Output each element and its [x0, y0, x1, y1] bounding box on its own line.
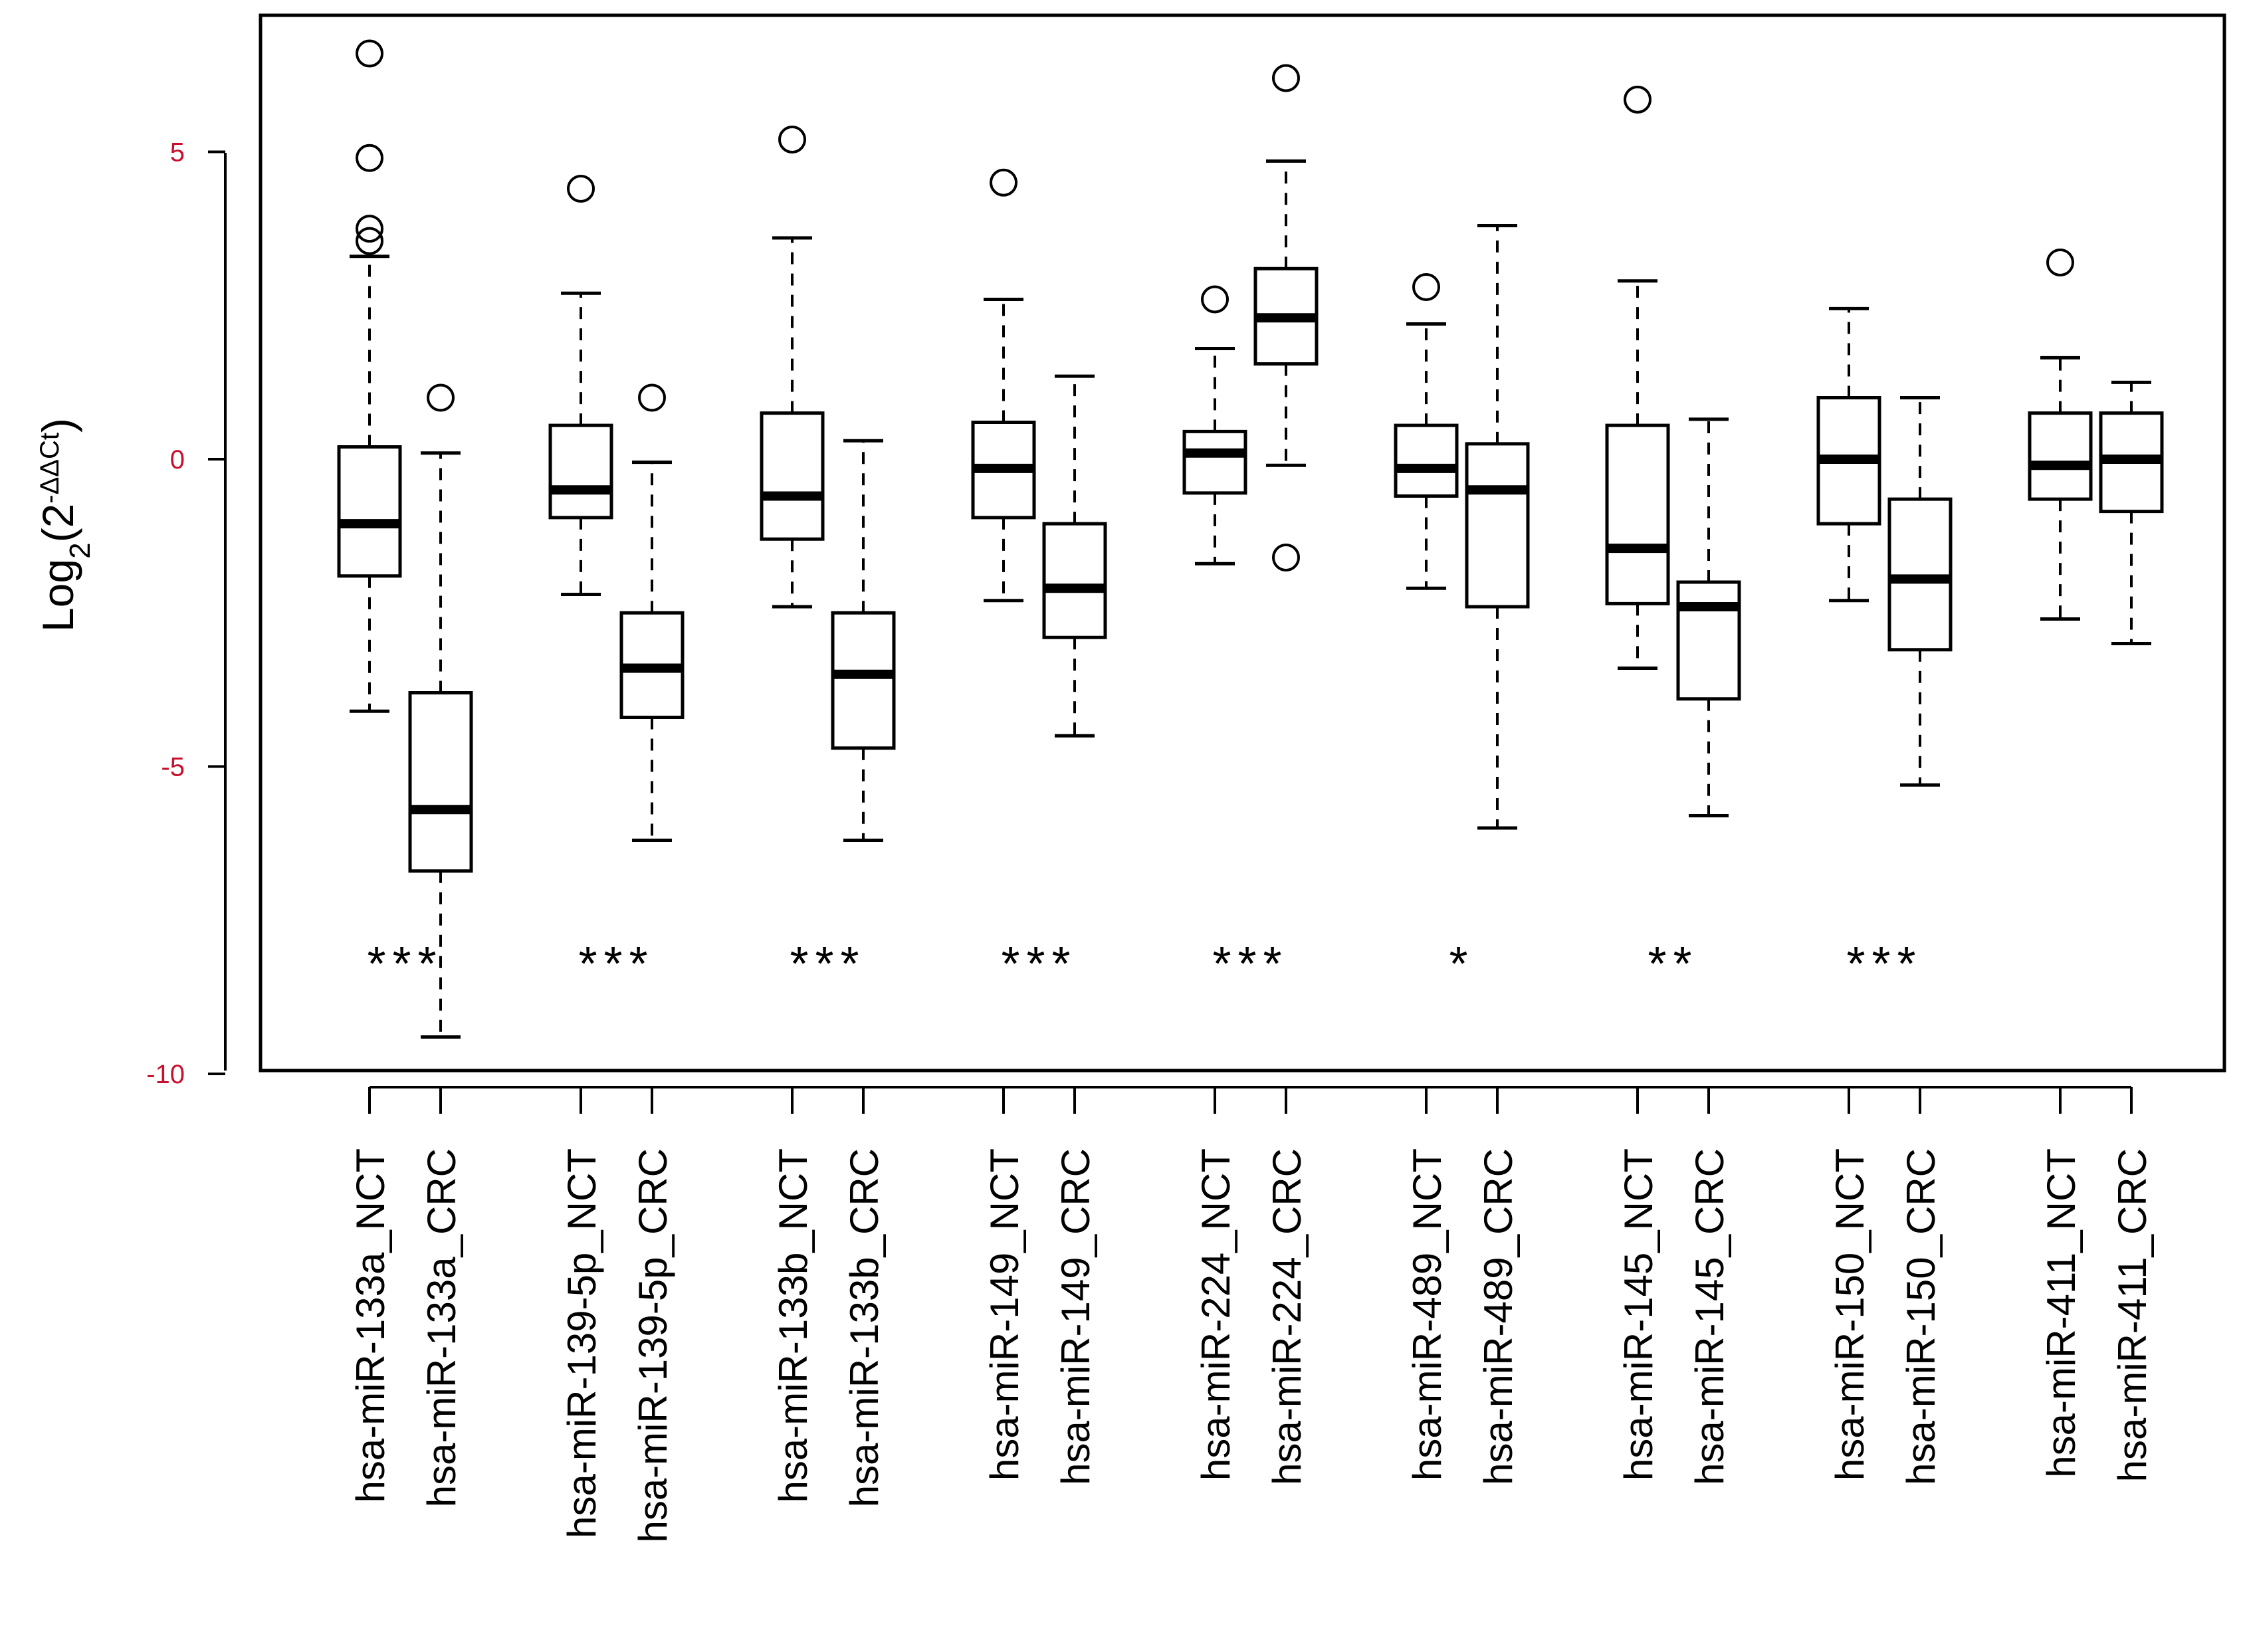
outlier-point: [778, 126, 806, 154]
x-tick-label: hsa-miR-149_CRC: [1053, 1148, 1098, 1485]
iqr-box: [2028, 411, 2093, 501]
outlier-point: [1412, 273, 1440, 301]
iqr-box: [1676, 580, 1741, 701]
iqr-box: [548, 423, 613, 520]
x-tick-label: hsa-miR-411_CRC: [2110, 1148, 2155, 1482]
x-tick-label: hsa-miR-149_NCT: [982, 1148, 1027, 1481]
y-axis-label: Log2(2-ΔΔCt): [33, 418, 96, 632]
iqr-box: [760, 411, 825, 541]
y-tick-label: -5: [161, 753, 185, 782]
boxplot-box: [1605, 85, 1670, 670]
significance-marker: **: [1648, 938, 1698, 991]
x-tick-label: hsa-miR-133a_CRC: [419, 1148, 464, 1507]
x-tick-label: hsa-miR-133b_NCT: [771, 1148, 815, 1503]
boxplot-box: [548, 175, 613, 596]
iqr-box: [1465, 442, 1530, 609]
boxplot-box: [831, 439, 896, 842]
outlier-point: [356, 215, 383, 243]
outlier-point: [1272, 544, 1300, 571]
boxplot-box: [1676, 417, 1741, 817]
y-tick-label: -10: [146, 1060, 185, 1089]
iqr-box: [337, 445, 402, 578]
x-tick-label: hsa-miR-489_CRC: [1476, 1148, 1521, 1485]
boxplot-box: [2099, 380, 2164, 645]
significance-marker: ***: [1846, 938, 1922, 991]
outlier-point: [1624, 85, 1652, 114]
boxplot-box: [408, 383, 473, 1039]
outlier-point: [427, 383, 455, 412]
x-tick-label: hsa-miR-145_CRC: [1687, 1148, 1732, 1485]
x-tick-label: hsa-miR-133b_CRC: [842, 1148, 887, 1507]
iqr-box: [1605, 423, 1670, 605]
boxplot-box: [1394, 273, 1459, 590]
x-tick-label: hsa-miR-139-5p_NCT: [560, 1148, 604, 1538]
boxplot-box: [1816, 306, 1881, 603]
boxplot-box: [1042, 374, 1107, 738]
boxplot-box: [619, 383, 685, 842]
iqr-box: [831, 611, 896, 750]
iqr-box: [1042, 522, 1107, 639]
x-tick-label: hsa-miR-145_NCT: [1616, 1148, 1661, 1481]
y-axis-ticks: -10 -5 0 5: [146, 138, 225, 1089]
x-tick-label: hsa-miR-489_NCT: [1405, 1148, 1449, 1481]
x-tick-label: hsa-miR-139-5p_CRC: [631, 1148, 675, 1543]
boxplot-box: [1182, 285, 1247, 566]
x-tick-label: hsa-miR-411_NCT: [2039, 1148, 2083, 1478]
outlier-point: [1272, 64, 1300, 92]
x-tick-label: hsa-miR-224_CRC: [1265, 1148, 1309, 1485]
x-tick-label: hsa-miR-133a_NCT: [348, 1148, 393, 1503]
outlier-point: [1201, 285, 1229, 314]
outlier-point: [356, 144, 383, 172]
boxplot-box: [337, 39, 402, 713]
outlier-point: [638, 383, 666, 412]
iqr-box: [408, 691, 473, 873]
boxplot-box: [760, 126, 825, 609]
significance-marker: ***: [578, 938, 654, 991]
significance-layer: *** *** *** *** *** * ** ***: [367, 938, 1922, 991]
plot-frame: [259, 13, 2226, 1073]
iqr-box: [1394, 423, 1459, 498]
boxes-layer: [337, 39, 2164, 1039]
outlier-point: [2046, 249, 2074, 276]
significance-marker: ***: [1001, 938, 1077, 991]
boxplot-box: [1887, 396, 1953, 787]
significance-marker: *: [1449, 938, 1474, 991]
outlier-point: [990, 168, 1017, 197]
x-tick-label: hsa-miR-150_NCT: [1828, 1148, 1872, 1481]
significance-marker: ***: [367, 938, 443, 991]
y-tick-label: 0: [170, 445, 185, 474]
boxplot-box: [971, 168, 1036, 603]
x-tick-label: hsa-miR-224_NCT: [1194, 1148, 1238, 1481]
y-tick-label: 5: [170, 138, 185, 167]
x-tick-label: hsa-miR-150_CRC: [1899, 1148, 1943, 1485]
boxplot-box: [1465, 224, 1530, 830]
boxplot-box: [2028, 249, 2093, 621]
outlier-point: [567, 175, 595, 203]
outlier-point: [356, 227, 383, 255]
significance-marker: ***: [790, 938, 865, 991]
outlier-point: [356, 39, 383, 68]
x-axis-labels: hsa-miR-133a_NCT hsa-miR-133a_CRC hsa-miR-…: [348, 1086, 2155, 1543]
iqr-box: [1182, 429, 1247, 495]
boxplot-box: [1253, 64, 1319, 571]
significance-marker: ***: [1212, 938, 1288, 991]
